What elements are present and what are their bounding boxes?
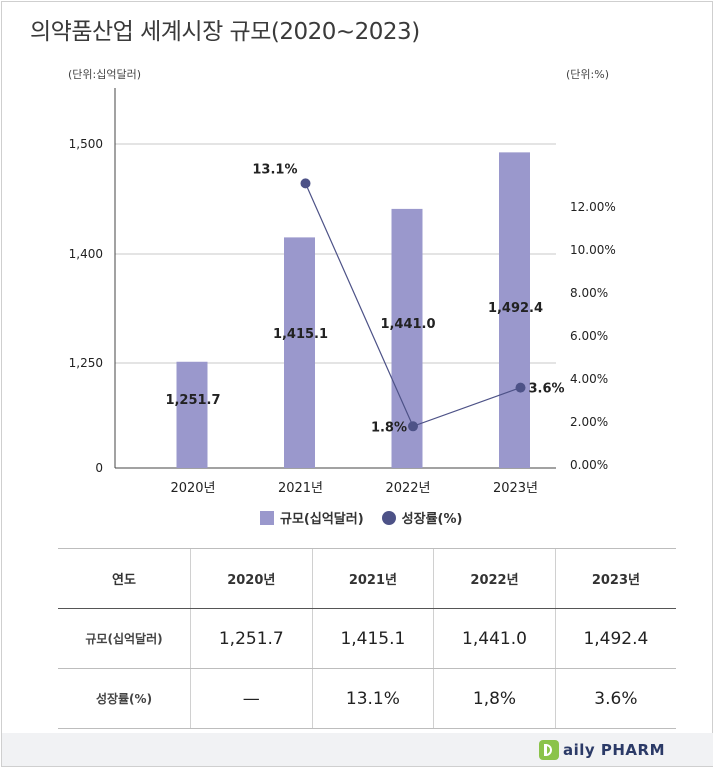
logo-d-icon [538,740,559,760]
legend-line-label: 성장률(%) [401,512,463,527]
growth-point [515,382,526,393]
table-row: 성장률(%) — 13.1% 1,8% 3.6% [58,668,676,729]
table-cell: 13.1% [311,668,434,729]
y-right-tick-label: 8.00% [570,286,608,300]
line-data-label: 3.6% [529,382,565,397]
bar-data-label: 1,492.4 [488,301,543,316]
dailypharm-logo: aily PHARM [538,740,665,760]
y-left-tick-label: 1,250 [69,356,103,370]
growth-point [408,421,418,432]
x-tick-label: 2021년 [278,481,323,496]
logo-text: aily PHARM [562,741,665,759]
bar [176,361,208,468]
table-cell: 1,251.7 [190,608,313,669]
table-cell: 1,415.1 [311,608,434,669]
legend-bar-label: 규모(십억달러) [280,512,364,527]
table-cell: 1,8% [433,668,556,729]
table-header-row: 연도 2020년 2021년 2022년 2023년 [58,548,676,609]
chart-legend: 규모(십억달러) 성장률(%) [260,508,462,527]
bar [499,152,530,469]
bar [284,237,315,468]
y-right-tick-label: 12.00% [570,200,616,214]
table-header-cell: 연도 [58,548,191,609]
table-row-label: 규모(십억달러) [58,608,191,669]
bar-data-label: 1,441.0 [380,317,435,332]
y-left-tick-label: 0 [95,461,103,475]
x-tick-label: 2020년 [170,481,215,496]
table-header-cell: 2022년 [433,548,556,609]
y-right-tick-label: 6.00% [570,329,608,343]
right-axis-unit: (단위:%) [566,68,609,81]
footer-bar: aily PHARM [2,733,713,766]
y-right-tick-label: 2.00% [570,415,608,429]
data-table: 연도 2020년 2021년 2022년 2023년 규모(십억달러) 1,25… [58,548,676,729]
table-row-label: 성장률(%) [58,668,191,729]
legend-bar-swatch [260,510,274,525]
bar-data-label: 1,415.1 [273,327,328,342]
line-data-label: 13.1% [252,162,297,177]
table-header-cell: 2021년 [311,548,434,609]
chart-title: 의약품산업 세계시장 규모(2020~2023) [30,19,420,45]
table-header-cell: 2020년 [190,548,313,609]
y-right-tick-label: 10.00% [570,243,616,257]
line-data-label: 1.8% [371,420,407,435]
bar-data-label: 1,251.7 [165,393,220,408]
table-row: 규모(십억달러) 1,251.7 1,415.1 1,441.0 1,492.4 [58,608,676,669]
table-cell: 3.6% [554,668,676,729]
combo-chart: 0 1,250 1,400 1,500 0.00% 2.00% 4.00% 6.00% 8.00… [69,88,616,496]
table-cell: — [190,668,313,729]
y-left-tick-label: 1,500 [69,137,103,151]
legend-line-swatch [381,510,396,525]
left-axis-unit: (단위:십억달러) [68,68,142,81]
growth-point [300,178,311,189]
y-left-tick-label: 1,400 [69,247,103,261]
table-cell: 1,441.0 [433,608,556,669]
y-right-tick-label: 0.00% [570,458,608,472]
y-right-tick-label: 4.00% [570,372,608,386]
x-tick-label: 2023년 [493,481,538,496]
table-header-cell: 2023년 [554,548,676,609]
x-tick-label: 2022년 [385,481,430,496]
table-cell: 1,492.4 [554,608,676,669]
